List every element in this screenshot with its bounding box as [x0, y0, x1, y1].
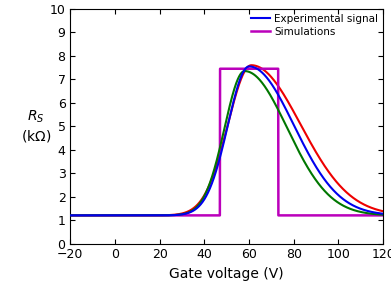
- Y-axis label: $R_S$
(k$\Omega$): $R_S$ (k$\Omega$): [21, 109, 51, 144]
- Legend: Experimental signal, Simulations: Experimental signal, Simulations: [247, 10, 382, 41]
- X-axis label: Gate voltage (V): Gate voltage (V): [169, 267, 284, 281]
